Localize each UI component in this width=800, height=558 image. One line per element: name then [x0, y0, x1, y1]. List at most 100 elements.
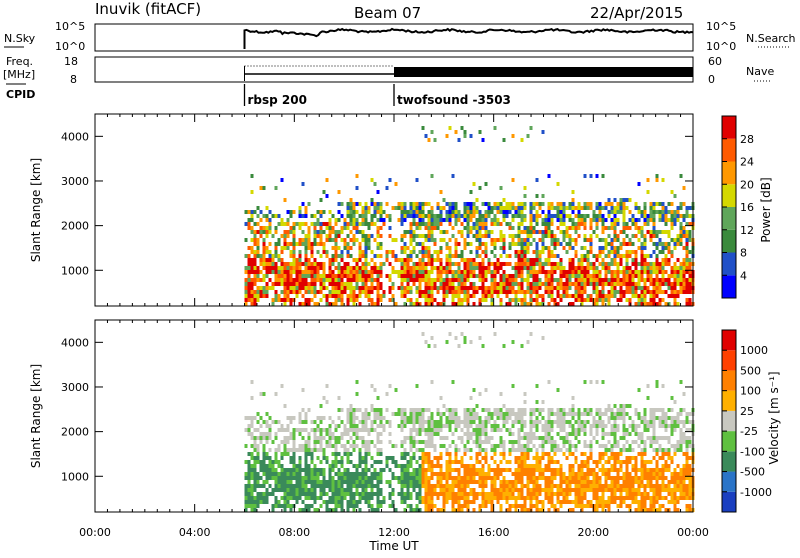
heat-cell	[446, 218, 449, 222]
heat-cell	[581, 476, 584, 480]
heat-cell	[578, 424, 581, 428]
heat-cell	[422, 412, 425, 416]
heat-cell	[536, 258, 539, 262]
heat-cell	[254, 222, 257, 226]
heat-cell	[650, 278, 653, 282]
heat-cell	[449, 428, 452, 432]
heat-cell	[509, 432, 512, 436]
heat-cell	[254, 484, 257, 488]
heat-cell	[464, 206, 467, 210]
heat-cell	[566, 226, 569, 230]
heat-cell	[566, 242, 569, 246]
heat-cell	[347, 294, 350, 298]
heat-cell	[344, 480, 347, 484]
heat-cell	[377, 218, 380, 222]
heat-cell	[245, 492, 248, 496]
heat-cell	[488, 214, 491, 218]
heat-cell	[587, 412, 590, 416]
heat-cell	[311, 496, 314, 500]
heat-cell	[509, 222, 512, 226]
heat-cell	[665, 254, 668, 258]
heat-cell	[602, 452, 605, 456]
heat-cell	[674, 266, 677, 270]
heat-cell	[389, 484, 392, 488]
heat-cell	[461, 464, 464, 468]
heat-cell	[509, 278, 512, 282]
heat-cell	[251, 246, 254, 250]
heat-cell	[647, 230, 650, 234]
heat-cell	[638, 262, 641, 266]
heat-cell	[674, 194, 677, 198]
heat-cell	[563, 238, 566, 242]
heat-cell	[554, 278, 557, 282]
heat-cell	[314, 290, 317, 294]
heat-cell	[251, 218, 254, 222]
heat-cell	[614, 218, 617, 222]
heat-cell	[401, 440, 404, 444]
heat-cell	[455, 484, 458, 488]
heat-cell	[326, 222, 329, 226]
heat-cell	[464, 298, 467, 302]
heat-cell	[317, 218, 320, 222]
heat-cell	[368, 242, 371, 246]
heat-cell	[584, 266, 587, 270]
heat-cell	[275, 214, 278, 218]
heat-cell	[428, 282, 431, 286]
heat-cell	[551, 480, 554, 484]
heat-cell	[401, 246, 404, 250]
heat-cell	[404, 464, 407, 468]
heat-cell	[527, 230, 530, 234]
heat-cell	[545, 258, 548, 262]
heat-cell	[380, 452, 383, 456]
heat-cell	[245, 460, 248, 464]
heat-cell	[653, 242, 656, 246]
heat-cell	[581, 452, 584, 456]
freq-unit: [MHz]	[3, 68, 35, 81]
heat-cell	[467, 270, 470, 274]
heat-cell	[548, 412, 551, 416]
heat-cell	[515, 210, 518, 214]
heat-cell	[581, 254, 584, 258]
heat-cell	[296, 496, 299, 500]
heat-cell	[326, 484, 329, 488]
heat-cell	[575, 214, 578, 218]
heat-cell	[362, 412, 365, 416]
heat-cell	[362, 278, 365, 282]
heat-cell	[551, 202, 554, 206]
heat-cell	[545, 420, 548, 424]
heat-cell	[413, 440, 416, 444]
heat-cell	[539, 468, 542, 472]
heat-cell	[380, 416, 383, 420]
heat-cell	[263, 242, 266, 246]
heat-cell	[401, 500, 404, 504]
heat-cell	[581, 278, 584, 282]
heat-cell	[485, 504, 488, 508]
heat-cell	[374, 468, 377, 472]
heat-cell	[353, 214, 356, 218]
heat-cell	[566, 476, 569, 480]
heat-cell	[587, 258, 590, 262]
heat-cell	[518, 242, 521, 246]
heat-cell	[284, 246, 287, 250]
heat-cell	[671, 226, 674, 230]
heat-cell	[407, 258, 410, 262]
heat-cell	[380, 492, 383, 496]
heat-cell	[440, 222, 443, 226]
heat-cell	[371, 404, 374, 408]
heat-cell	[578, 258, 581, 262]
heat-cell	[485, 270, 488, 274]
heat-cell	[365, 238, 368, 242]
heat-cell	[530, 428, 533, 432]
heat-cell	[338, 472, 341, 476]
heat-cell	[269, 254, 272, 258]
heat-cell	[314, 496, 317, 500]
heat-cell	[620, 290, 623, 294]
heat-cell	[638, 210, 641, 214]
heat-cell	[551, 206, 554, 210]
heat-cell	[521, 456, 524, 460]
heat-cell	[512, 242, 515, 246]
heat-cell	[494, 202, 497, 206]
heat-cell	[509, 286, 512, 290]
heat-cell	[347, 214, 350, 218]
heat-cell	[497, 202, 500, 206]
